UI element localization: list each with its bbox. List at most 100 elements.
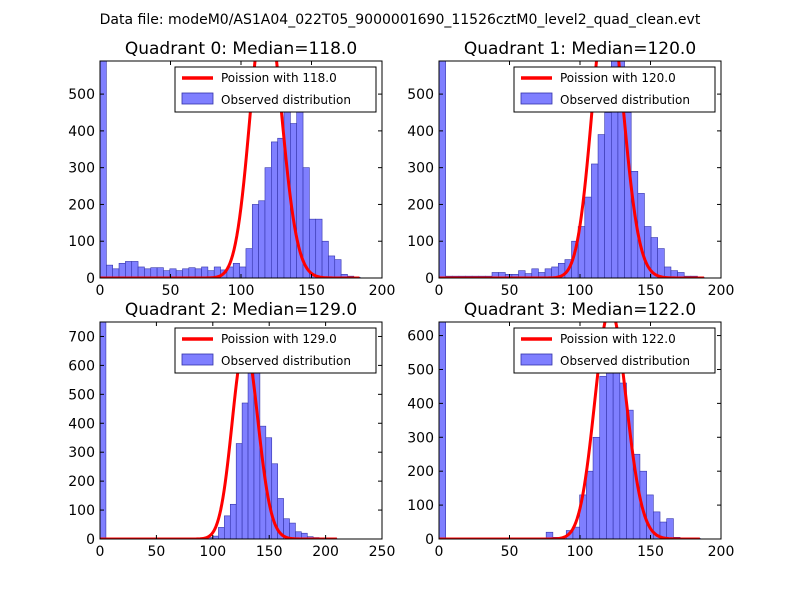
legend-patch-swatch <box>181 353 214 366</box>
hist-bar <box>666 518 674 539</box>
y-tick-label: 300 <box>68 445 95 461</box>
y-tick-label: 200 <box>68 197 95 213</box>
hist-bar <box>439 322 446 539</box>
hist-bar <box>584 196 592 278</box>
hist-bar <box>677 272 685 278</box>
hist-bar <box>245 248 253 278</box>
y-tick-label: 100 <box>68 234 95 250</box>
x-tick-label: 50 <box>162 283 180 299</box>
y-tick-label: 400 <box>407 124 434 140</box>
hist-bar <box>251 204 259 278</box>
hist-bar <box>125 261 133 278</box>
hist-bar <box>606 369 614 539</box>
hist-bar <box>253 350 261 539</box>
hist-bar <box>277 137 285 278</box>
hist-bar <box>334 259 342 278</box>
hist-bar <box>604 112 612 278</box>
y-tick-label: 0 <box>86 271 95 287</box>
x-tick-label: 100 <box>228 283 255 299</box>
x-tick-label: 200 <box>312 544 339 560</box>
hist-bar <box>188 267 196 278</box>
hist-bar <box>150 267 158 278</box>
hist-bar <box>264 167 272 278</box>
x-tick-label: 100 <box>199 544 226 560</box>
hist-bar <box>224 515 231 539</box>
hist-bar <box>597 134 605 278</box>
hist-bar <box>657 248 665 278</box>
legend: Poission with 120.0 Observed distribution <box>513 66 716 113</box>
x-tick-label: 150 <box>256 544 283 560</box>
hist-bar <box>247 367 255 539</box>
y-tick-label: 300 <box>407 161 434 177</box>
hist-bar <box>201 266 209 278</box>
poisson-curve <box>100 61 360 278</box>
poisson-curve <box>439 61 705 278</box>
suptitle: Data file: modeM0/AS1A04_022T05_90000016… <box>100 12 701 28</box>
y-tick-label: 600 <box>407 329 434 345</box>
x-tick-label: 0 <box>435 544 444 560</box>
legend-patch-swatch <box>520 353 553 366</box>
legend-box <box>513 66 716 113</box>
hist-bar <box>315 218 323 278</box>
hist-bar <box>586 470 594 539</box>
hist-bar <box>156 267 164 278</box>
x-tick-label: 200 <box>708 544 735 560</box>
hist-bar <box>100 322 107 539</box>
y-tick-label: 500 <box>407 362 434 378</box>
legend-box <box>174 66 377 113</box>
y-tick-label: 0 <box>425 532 434 548</box>
legend-label-poisson: Poission with 122.0 <box>560 332 676 346</box>
y-tick-label: 200 <box>407 197 434 213</box>
x-tick-label: 50 <box>147 544 165 560</box>
hist-bar <box>321 240 329 278</box>
axes-frame <box>99 321 383 540</box>
poisson-curve <box>439 322 700 539</box>
hist-bar <box>545 531 554 539</box>
x-tick-label: 0 <box>96 283 105 299</box>
y-tick-label: 200 <box>407 464 434 480</box>
y-tick-label: 700 <box>68 329 95 345</box>
hist-bar <box>599 375 607 539</box>
legend-label-observed: Observed distribution <box>221 93 351 107</box>
hist-bar <box>100 61 107 278</box>
hist-bar <box>218 527 225 539</box>
y-tick-label: 0 <box>425 271 434 287</box>
y-tick-label: 300 <box>407 430 434 446</box>
hist-bar <box>309 218 317 278</box>
legend-patch-swatch <box>181 92 214 105</box>
hist-bar <box>591 163 599 278</box>
panel-0: Quadrant 0: Median=118.0 0 50 100 150 200 0 100… <box>68 39 395 299</box>
hist-bar <box>131 261 139 278</box>
x-tick-label: 200 <box>708 283 735 299</box>
panel-title: Quadrant 1: Median=120.0 <box>464 39 696 59</box>
hist-bar <box>328 255 336 278</box>
x-tick-label: 100 <box>567 544 594 560</box>
x-tick-label: 250 <box>369 544 396 560</box>
hist-bar <box>289 522 296 539</box>
legend-label-poisson: Poission with 129.0 <box>221 332 337 346</box>
y-tick-label: 500 <box>407 87 434 103</box>
hist-bar <box>137 266 145 278</box>
y-tick-label: 200 <box>68 474 95 490</box>
legend-label-poisson: Poission with 118.0 <box>221 71 337 85</box>
y-tick-label: 600 <box>68 358 95 374</box>
x-tick-label: 50 <box>501 544 519 560</box>
legend-box <box>174 327 377 374</box>
y-tick-label: 500 <box>68 387 95 403</box>
hist-bar <box>232 262 240 278</box>
x-tick-label: 50 <box>501 283 519 299</box>
legend-label-poisson: Poission with 120.0 <box>560 71 676 85</box>
y-tick-label: 500 <box>68 87 95 103</box>
y-tick-label: 100 <box>407 498 434 514</box>
panel-2: Quadrant 2: Median=129.0 0 50 100 150 200 250 0… <box>68 300 395 560</box>
panel-title: Quadrant 2: Median=129.0 <box>125 300 357 320</box>
y-tick-label: 300 <box>68 161 95 177</box>
hist-bar <box>439 61 446 278</box>
y-tick-label: 400 <box>68 416 95 432</box>
y-tick-label: 400 <box>68 124 95 140</box>
panel-title: Quadrant 3: Median=122.0 <box>464 300 696 320</box>
legend: Poission with 118.0 Observed distribution <box>174 66 377 113</box>
legend-label-observed: Observed distribution <box>221 354 351 368</box>
panel-3: Quadrant 3: Median=122.0 0 50 100 150 200 0 100… <box>407 300 734 560</box>
